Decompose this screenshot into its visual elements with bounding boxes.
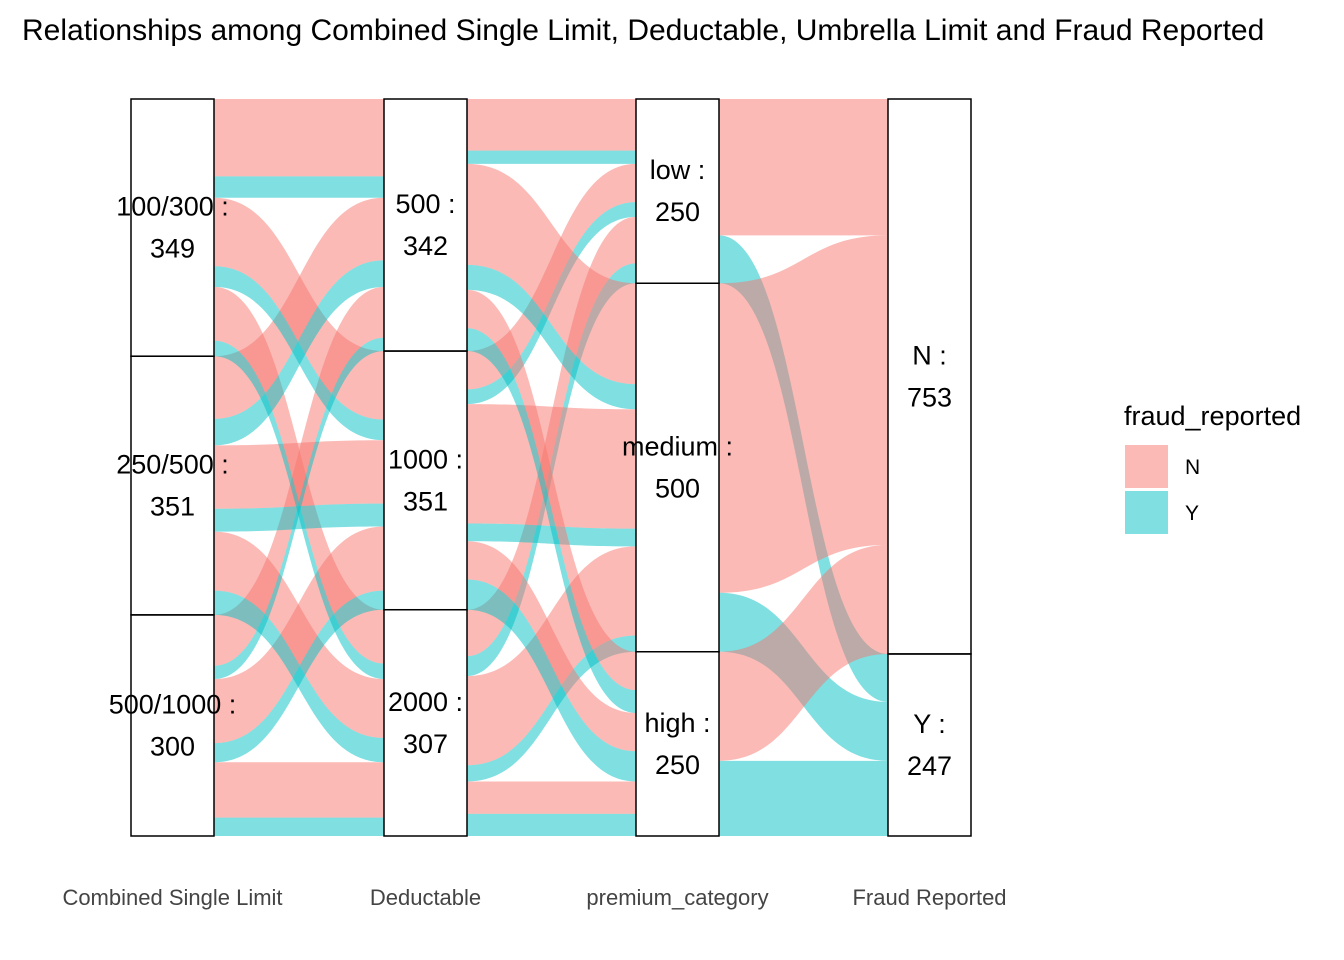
legend-key <box>1125 445 1168 488</box>
stratum-box <box>887 98 972 655</box>
stratum-label: N : <box>912 340 947 370</box>
stratum-box <box>383 350 468 611</box>
stratum-box <box>383 608 468 837</box>
flow-band <box>214 762 384 818</box>
flow-band <box>719 235 888 593</box>
flow-band <box>214 337 384 680</box>
flow-band <box>467 328 636 713</box>
flow-band <box>467 150 636 164</box>
stratum-label: medium : <box>622 432 733 462</box>
flow-band <box>214 590 384 763</box>
stratum-box <box>887 653 972 837</box>
stratum-label: Y : <box>913 709 946 739</box>
stratum-label: 2000 : <box>388 687 463 717</box>
flow-band <box>467 264 636 410</box>
axis-labels: Combined Single Limit Deductable premium_c… <box>62 885 1006 910</box>
stratum-count: 342 <box>403 231 448 261</box>
flow-band <box>467 813 636 836</box>
stratum-label: 250/500 : <box>116 450 229 480</box>
stratum-label: low : <box>650 155 706 185</box>
flow-band <box>719 544 888 761</box>
stratum-box <box>383 98 468 352</box>
flow-band <box>467 404 636 529</box>
axis-label: Fraud Reported <box>852 885 1006 910</box>
axis-label: premium_category <box>586 885 768 910</box>
flow-band <box>214 176 384 198</box>
flow-band <box>719 99 888 236</box>
flow-band <box>467 579 636 782</box>
stratum-count: 351 <box>150 492 195 522</box>
flow-band <box>467 163 636 385</box>
stratum-label: 500 : <box>395 189 455 219</box>
stratum-label: 100/300 : <box>116 192 229 222</box>
stratum-box <box>130 98 215 357</box>
stratum-count: 307 <box>403 729 448 759</box>
flow-band <box>214 531 384 738</box>
flow-band <box>467 781 636 814</box>
stratum-box <box>130 355 215 616</box>
flow-band <box>214 440 384 509</box>
flow-band <box>467 523 636 547</box>
stratum-label: high : <box>644 708 710 738</box>
flow-band <box>719 760 888 836</box>
axis-label: Combined Single Limit <box>62 885 282 910</box>
legend-label: N <box>1185 456 1200 479</box>
stratum-count: 250 <box>655 750 700 780</box>
legend-title: fraud_reported <box>1124 401 1301 431</box>
chart-title: Relationships among Combined Single Limi… <box>22 14 1264 47</box>
flow-band <box>467 635 636 782</box>
stratum-count: 753 <box>907 382 952 412</box>
flow-band <box>214 503 384 532</box>
flow-band <box>467 289 636 691</box>
flows-layer <box>214 99 888 836</box>
stratum-label: 1000 : <box>388 444 463 474</box>
legend-label: Y <box>1185 502 1199 525</box>
flow-band <box>467 541 636 752</box>
stratum-count: 351 <box>403 486 448 516</box>
stratum-count: 250 <box>655 197 700 227</box>
stratum-box <box>130 614 215 837</box>
stratum-box <box>635 651 720 837</box>
flow-band <box>214 817 384 836</box>
flow-band <box>467 99 636 151</box>
stratum-count: 247 <box>907 751 952 781</box>
stratum-box <box>635 98 720 284</box>
stratum-count: 500 <box>655 474 700 504</box>
stratum-count: 300 <box>150 731 195 761</box>
stratum-label: 500/1000 : <box>109 689 237 719</box>
legend-key <box>1125 491 1168 534</box>
stratum-count: 349 <box>150 234 195 264</box>
strata-layer: 100/300 : 349 250/500 : 351 500/1000 : 300 500… <box>109 98 972 837</box>
flow-band <box>214 260 384 446</box>
stratum-box <box>635 282 720 653</box>
axis-label: Deductable <box>370 885 481 910</box>
legend: fraud_reported NY <box>1124 401 1301 534</box>
flow-band <box>214 99 384 177</box>
